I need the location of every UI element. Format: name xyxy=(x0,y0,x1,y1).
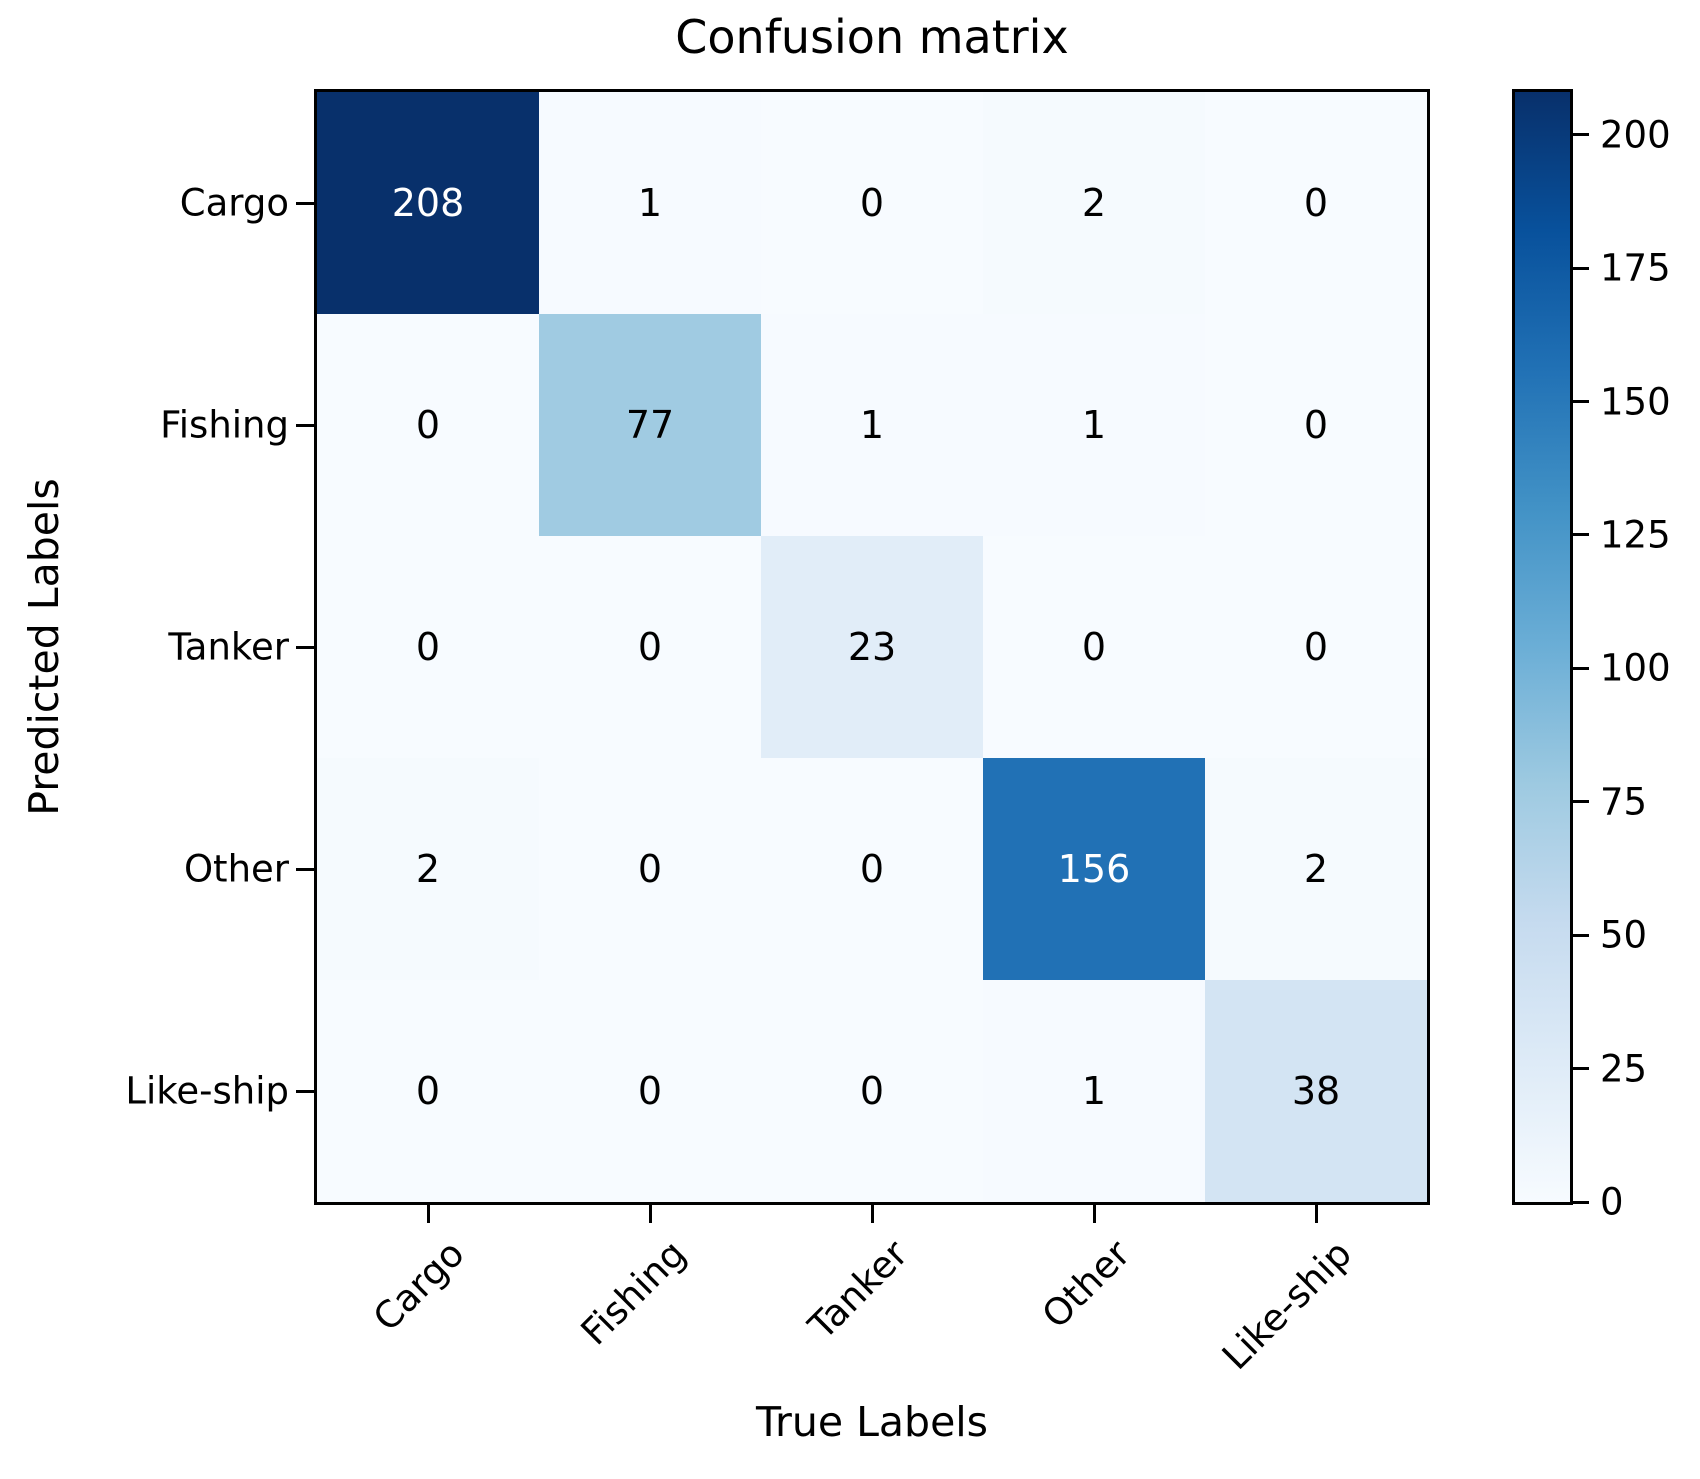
heatmap-cell: 0 xyxy=(317,980,539,1202)
x-tick-label: Other xyxy=(1033,1232,1139,1337)
heatmap-cell: 0 xyxy=(539,536,761,758)
x-axis-label: True Labels xyxy=(755,1398,989,1446)
y-tick-label: Like-ship xyxy=(125,1069,289,1113)
colorbar-tick-mark xyxy=(1573,400,1589,404)
x-tick-label: Fishing xyxy=(572,1232,695,1354)
heatmap-grid: 208 1 0 2 0 0 77 1 1 0 0 0 23 0 0 2 0 0 156 2 0 0 0 1 38 xyxy=(314,89,1430,1205)
heatmap-cell: 77 xyxy=(539,314,761,536)
y-tick-mark xyxy=(296,423,314,427)
heatmap-cell: 208 xyxy=(317,92,539,314)
heatmap-cell: 0 xyxy=(1205,314,1427,536)
colorbar-tick-mark xyxy=(1573,266,1589,270)
heatmap-cell: 0 xyxy=(317,314,539,536)
colorbar-tick-label: 50 xyxy=(1600,913,1648,957)
heatmap-cell: 0 xyxy=(761,92,983,314)
colorbar-tick-label: 175 xyxy=(1600,246,1671,290)
y-tick-label: Fishing xyxy=(160,403,289,447)
heatmap-cell: 23 xyxy=(761,536,983,758)
colorbar xyxy=(1512,89,1573,1205)
heatmap-cell: 0 xyxy=(761,980,983,1202)
colorbar-tick-mark xyxy=(1573,1200,1589,1204)
heatmap-cell: 2 xyxy=(983,92,1205,314)
heatmap-cell: 0 xyxy=(317,536,539,758)
heatmap-cell: 0 xyxy=(1205,536,1427,758)
colorbar-tick-label: 150 xyxy=(1600,380,1671,424)
colorbar-tick-label: 0 xyxy=(1600,1180,1624,1224)
colorbar-tick-label: 75 xyxy=(1600,780,1648,824)
colorbar-tick-mark xyxy=(1573,133,1589,137)
heatmap-cell: 0 xyxy=(761,758,983,980)
heatmap-cell: 1 xyxy=(539,92,761,314)
colorbar-tick-mark xyxy=(1573,933,1589,937)
y-tick-mark xyxy=(296,867,314,871)
colorbar-tick-mark xyxy=(1573,533,1589,537)
heatmap-cell: 1 xyxy=(983,314,1205,536)
y-tick-mark xyxy=(296,645,314,649)
heatmap-cell: 156 xyxy=(983,758,1205,980)
x-tick-label: Cargo xyxy=(364,1232,473,1340)
y-tick-label: Tanker xyxy=(168,625,289,669)
heatmap-cell: 1 xyxy=(983,980,1205,1202)
colorbar-tick-mark xyxy=(1573,666,1589,670)
x-tick-mark xyxy=(870,1205,874,1223)
colorbar-tick-mark xyxy=(1573,800,1589,804)
x-tick-mark xyxy=(1092,1205,1096,1223)
colorbar-tick-mark xyxy=(1573,1067,1589,1071)
heatmap-cell: 0 xyxy=(983,536,1205,758)
x-tick-label: Like-ship xyxy=(1214,1232,1361,1379)
colorbar-tick-label: 100 xyxy=(1600,646,1671,690)
y-tick-label: Cargo xyxy=(179,181,289,225)
x-tick-mark xyxy=(426,1205,430,1223)
heatmap-cell: 2 xyxy=(317,758,539,980)
heatmap-cell: 1 xyxy=(761,314,983,536)
heatmap-cell: 38 xyxy=(1205,980,1427,1202)
heatmap-cell: 0 xyxy=(1205,92,1427,314)
colorbar-tick-label: 200 xyxy=(1600,113,1671,157)
x-tick-mark xyxy=(1314,1205,1318,1223)
heatmap-cell: 0 xyxy=(539,758,761,980)
heatmap-cell: 2 xyxy=(1205,758,1427,980)
heatmap-cell: 0 xyxy=(539,980,761,1202)
y-tick-mark xyxy=(296,201,314,205)
y-axis-label: Predicted Labels xyxy=(20,478,68,816)
y-tick-label: Other xyxy=(183,847,289,891)
x-tick-label: Tanker xyxy=(800,1232,917,1348)
colorbar-tick-label: 125 xyxy=(1600,513,1671,557)
chart-title: Confusion matrix xyxy=(675,10,1069,64)
x-tick-mark xyxy=(648,1205,652,1223)
colorbar-tick-label: 25 xyxy=(1600,1047,1648,1091)
y-tick-mark xyxy=(296,1089,314,1093)
